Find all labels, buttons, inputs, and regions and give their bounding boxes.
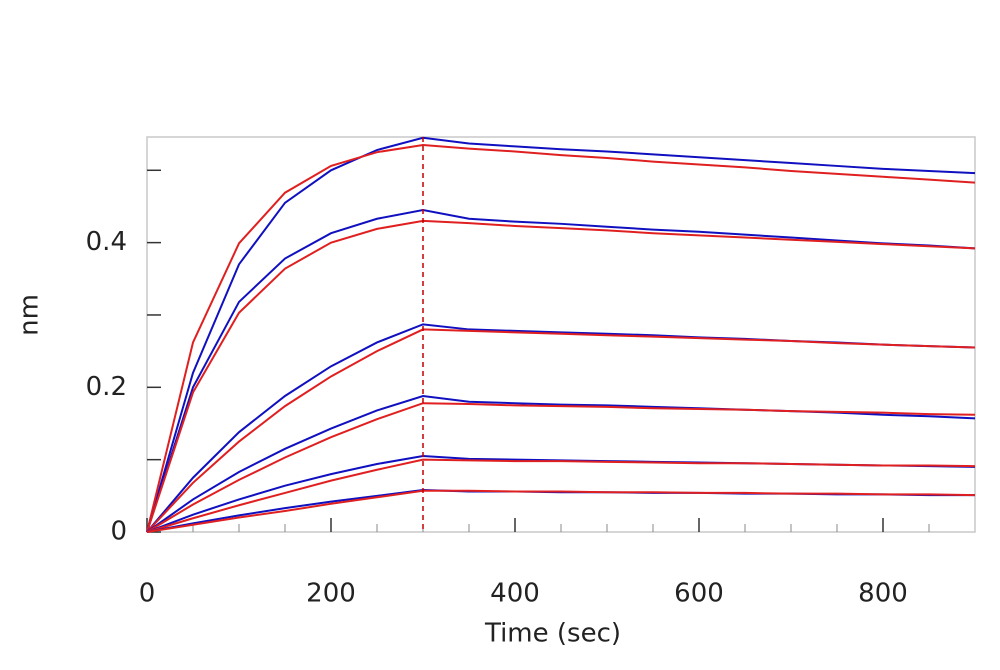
x-tick-label: 200 <box>306 579 356 609</box>
x-tick-label: 800 <box>858 579 908 609</box>
x-axis-label: Time (sec) <box>484 619 621 649</box>
series-line <box>146 328 976 533</box>
y-tick-label: 0 <box>110 517 127 547</box>
y-tick-label: 0.4 <box>86 227 127 257</box>
series-line <box>146 489 976 533</box>
y-tick-label: 0.2 <box>86 372 127 402</box>
x-tick-label: 400 <box>490 579 540 609</box>
series-line <box>146 209 976 533</box>
x-tick-label: 0 <box>139 579 156 609</box>
series-line <box>146 143 976 533</box>
series-line <box>146 458 976 533</box>
y-axis-label: nm <box>15 294 45 336</box>
series-line <box>146 402 976 533</box>
series-line <box>146 136 976 533</box>
series-line <box>146 219 976 533</box>
x-tick-label: 600 <box>674 579 724 609</box>
